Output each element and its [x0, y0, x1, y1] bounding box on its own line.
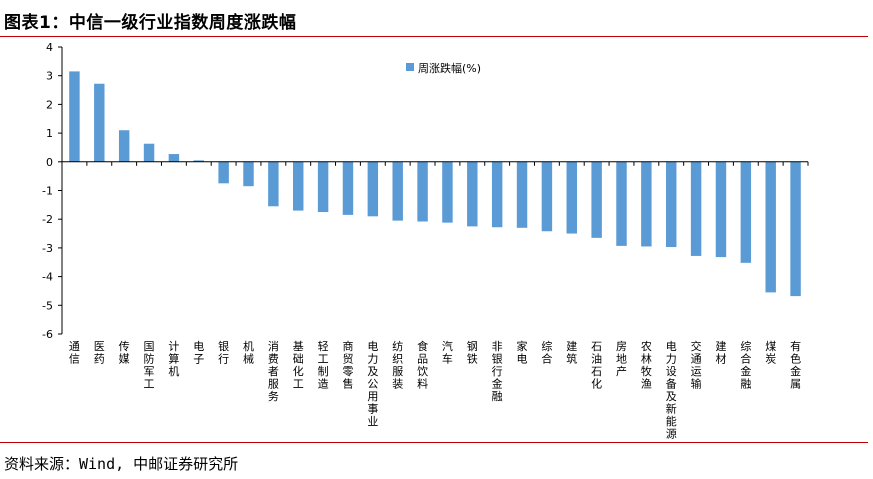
bar — [666, 161, 677, 248]
category-label: 电力设备及新能源 — [666, 340, 677, 441]
y-tick-label: -2 — [42, 213, 53, 226]
bar — [342, 161, 354, 215]
y-tick-label: 3 — [46, 70, 53, 83]
legend: 周涨跌幅(%) — [406, 61, 481, 75]
legend-label: 周涨跌幅(%) — [418, 61, 481, 75]
page-title: 图表1：中信一级行业指数周度涨跌幅 — [4, 13, 297, 33]
category-label: 基础化工 — [293, 340, 304, 391]
category-label: 轻工制造 — [318, 339, 329, 391]
bar — [317, 161, 329, 213]
category-label: 钢铁 — [467, 340, 478, 366]
bar — [641, 161, 652, 247]
bar — [94, 83, 105, 162]
y-tick-label: -3 — [42, 242, 53, 255]
category-label: 交通运输 — [691, 339, 702, 391]
bar — [765, 161, 776, 293]
bar — [268, 161, 279, 207]
bar — [218, 161, 229, 184]
bar — [715, 161, 727, 258]
category-label: 食品饮料 — [417, 339, 428, 391]
y-tick-label: -6 — [42, 328, 53, 341]
bar — [566, 161, 577, 234]
category-label: 家电 — [517, 339, 528, 366]
y-axis: 4 3 2 1 0 -1 -2 -3 -4 -5 -6 — [42, 41, 63, 341]
bar — [616, 161, 627, 246]
bar — [591, 161, 602, 238]
category-label: 电力及公用事业 — [367, 340, 378, 428]
category-label: 纺织服装 — [392, 339, 403, 391]
category-label: 计算机 — [168, 340, 179, 378]
category-label: 综合金融 — [740, 339, 751, 391]
footer-rule — [0, 442, 868, 443]
y-tick-label: 4 — [46, 41, 53, 54]
y-tick-label: -4 — [42, 271, 53, 284]
bar — [541, 161, 553, 232]
bar — [392, 161, 403, 221]
category-label: 银行 — [218, 339, 229, 366]
bar — [467, 161, 478, 227]
y-tick-label: 0 — [46, 156, 53, 169]
y-tick-label: 1 — [46, 127, 53, 140]
category-label: 传媒 — [119, 340, 130, 366]
category-label: 商贸零售 — [342, 339, 353, 391]
category-label: 煤炭 — [765, 340, 776, 366]
category-label: 石油石化 — [591, 340, 602, 391]
y-tick-label: -5 — [42, 299, 53, 312]
bar — [193, 160, 204, 162]
bar — [690, 161, 702, 256]
bar — [491, 161, 503, 228]
x-axis — [61, 161, 809, 166]
bar — [790, 161, 801, 297]
bar — [740, 161, 752, 263]
category-label: 机械 — [243, 339, 254, 366]
category-label: 农林牧渔 — [641, 339, 652, 391]
bar — [143, 143, 155, 162]
category-label: 消费者服务 — [268, 339, 279, 403]
bar — [417, 161, 428, 222]
bars — [69, 71, 801, 297]
category-label: 汽车 — [442, 339, 453, 366]
title-rule — [0, 36, 868, 37]
bar — [516, 161, 528, 228]
bar — [367, 161, 379, 217]
bar — [69, 71, 80, 162]
category-label: 建材 — [715, 339, 726, 366]
bar — [168, 154, 180, 162]
y-tick-label: -1 — [42, 185, 53, 198]
category-label: 通信 — [69, 340, 80, 366]
category-label: 医药 — [94, 340, 105, 366]
legend-swatch — [406, 63, 414, 71]
category-label: 建筑 — [566, 339, 577, 366]
bar — [243, 161, 254, 187]
category-label: 电子 — [193, 340, 204, 366]
bar — [442, 161, 453, 223]
category-label: 有色金属 — [790, 339, 801, 391]
source-note: 资料来源：Wind, 中邮证券研究所 — [4, 455, 239, 473]
bar — [293, 161, 304, 211]
bar — [118, 130, 130, 162]
category-label: 非银行金融 — [492, 340, 503, 403]
category-label: 房地产 — [616, 340, 627, 378]
category-label: 国防军工 — [144, 340, 155, 391]
y-tick-label: 2 — [46, 98, 53, 111]
category-label: 综合 — [541, 339, 552, 366]
